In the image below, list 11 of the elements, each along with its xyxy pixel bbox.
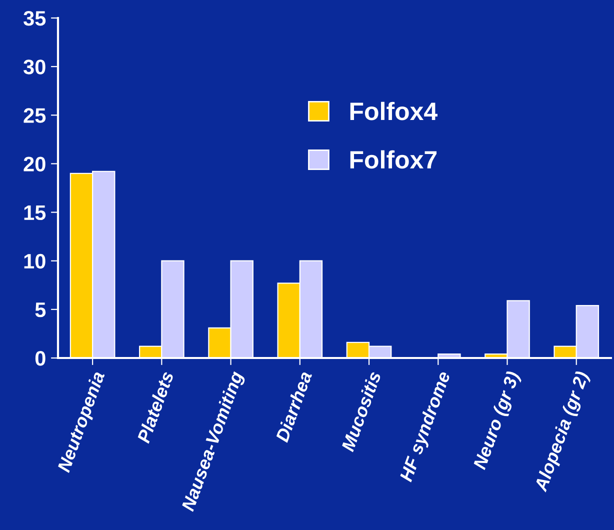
y-tick-label: 5 [35, 302, 46, 318]
legend-label: Folfox4 [350, 102, 438, 120]
y-tick-label: 0 [35, 351, 46, 366]
legend-label: Folfox7 [350, 150, 437, 169]
y-tick-label: 35 [24, 11, 46, 26]
y-tick-label: 20 [24, 156, 46, 172]
y-tick-label: 15 [24, 206, 46, 220]
y-tick-label: 25 [24, 108, 46, 123]
x-tick-label: Neuro (gr 3) [472, 370, 523, 472]
y-tick-label: 30 [24, 60, 46, 74]
y-tick-label: 10 [24, 254, 46, 269]
